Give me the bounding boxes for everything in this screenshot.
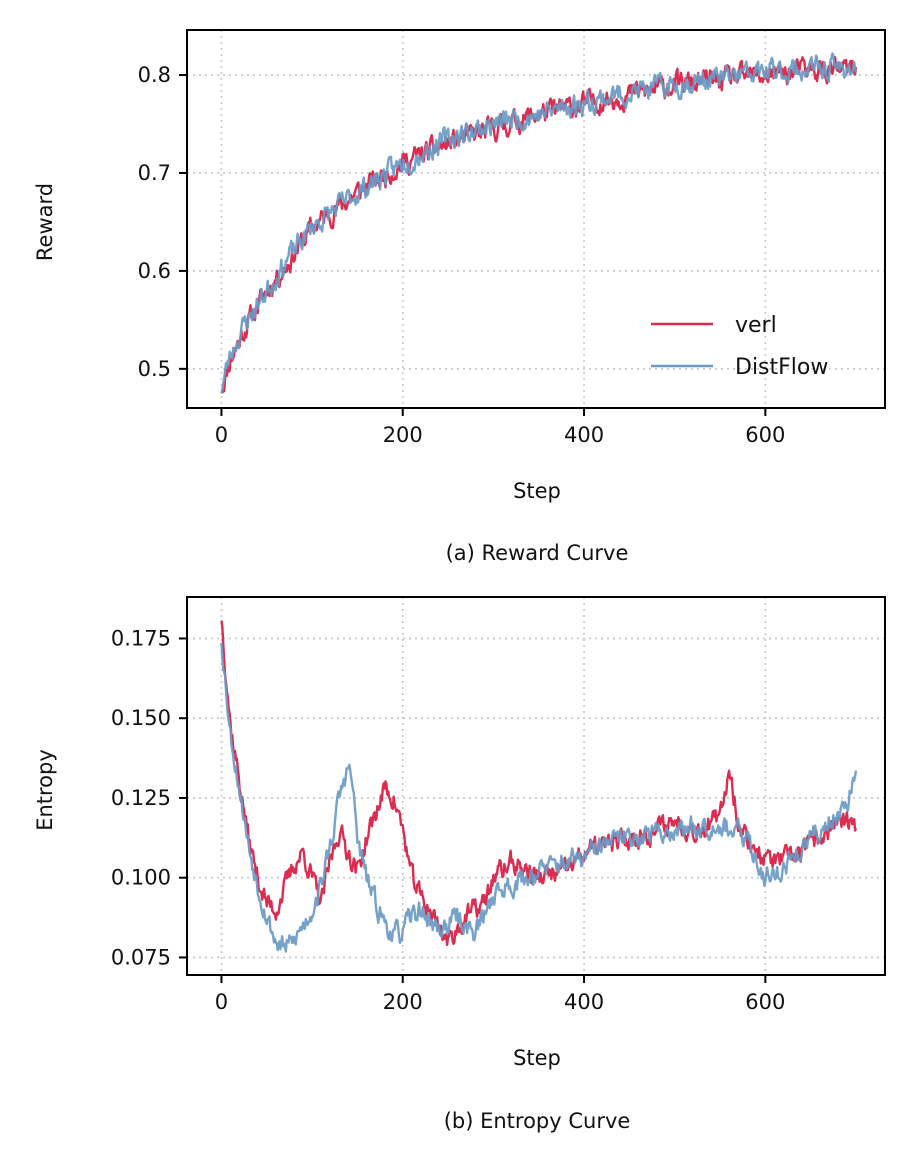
entropy-ytick-label: 0.150 <box>111 706 171 730</box>
reward-ytick-label: 0.6 <box>138 259 171 283</box>
reward-xtick-label: 0 <box>215 423 228 447</box>
reward-xlabel: Step <box>513 479 561 503</box>
entropy-caption: (b) Entropy Curve <box>444 1109 631 1133</box>
entropy-ytick-label: 0.100 <box>111 866 171 890</box>
reward-xtick-label: 600 <box>745 423 785 447</box>
entropy-ticks: 0 200 400 600 0.075 0.100 0.125 0.150 0.175 <box>111 626 786 1014</box>
entropy-xtick-label: 600 <box>745 990 785 1014</box>
legend-verl-label: verl <box>735 313 777 338</box>
entropy-ytick-label: 0.075 <box>111 945 171 969</box>
reward-caption: (a) Reward Curve <box>446 541 629 565</box>
reward-series-verl <box>220 56 858 395</box>
reward-grid <box>187 30 885 408</box>
entropy-xtick-label: 200 <box>383 990 423 1014</box>
reward-ticks: 0 200 400 600 0.5 0.6 0.7 0.8 <box>138 63 786 447</box>
entropy-ylabel: Entropy <box>33 749 57 831</box>
entropy-xtick-label: 0 <box>215 990 228 1014</box>
reward-ylabel: Reward <box>33 183 57 261</box>
entropy-series-distflow <box>220 642 858 953</box>
reward-axes-frame <box>186 29 886 409</box>
legend-distflow-label: DistFlow <box>735 355 828 380</box>
reward-xtick-label: 400 <box>564 423 604 447</box>
reward-legend: verl DistFlow <box>651 313 828 380</box>
entropy-xtick-label: 400 <box>564 990 604 1014</box>
reward-xtick-label: 200 <box>383 423 423 447</box>
entropy-grid <box>187 597 885 975</box>
reward-series <box>220 52 858 395</box>
reward-ytick-label: 0.5 <box>138 357 171 381</box>
reward-series-distflow <box>220 52 858 394</box>
entropy-series-verl <box>220 620 858 947</box>
entropy-ytick-label: 0.175 <box>111 626 171 650</box>
entropy-ytick-label: 0.125 <box>111 786 171 810</box>
entropy-series <box>220 620 858 953</box>
entropy-axes-frame <box>186 596 886 976</box>
entropy-chart-panel: 0 200 400 600 0.075 0.100 0.125 0.150 0.175 Step… <box>33 596 886 1133</box>
reward-chart-panel: 0 200 400 600 0.5 0.6 0.7 0.8 Step Reward (a) R… <box>33 29 886 565</box>
entropy-xlabel: Step <box>513 1046 561 1070</box>
reward-ytick-label: 0.8 <box>138 63 171 87</box>
reward-ytick-label: 0.7 <box>138 161 171 185</box>
